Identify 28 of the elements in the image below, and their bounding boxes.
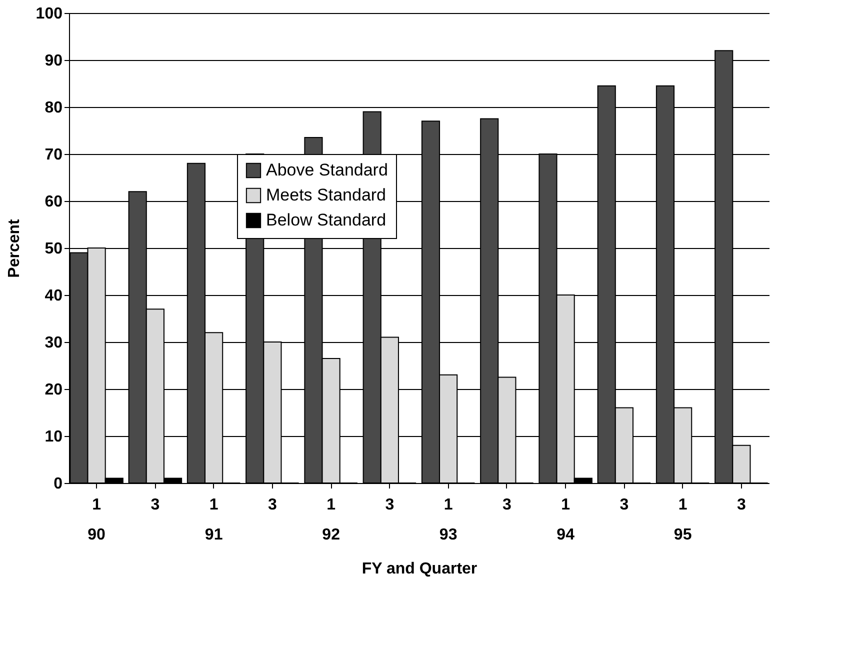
y-axis-title: Percent xyxy=(6,218,23,278)
y-tick-label: 30 xyxy=(44,334,63,352)
legend-label: Below Standard xyxy=(266,210,386,230)
y-tick-label: 100 xyxy=(36,6,63,22)
x-tick-label: 3 xyxy=(150,496,160,514)
x-tick-label: 3 xyxy=(385,496,394,514)
x-tick-label: 1 93 xyxy=(439,496,458,544)
x-tick-label: 3 xyxy=(268,496,277,514)
y-tick-label: 0 xyxy=(54,476,63,492)
x-tick-label: 1 95 xyxy=(674,496,692,544)
y-tick-label: 20 xyxy=(44,382,63,398)
y-tick-label: 80 xyxy=(44,100,63,116)
x-tick-label: 1 94 xyxy=(556,496,575,544)
x-tick-label: 1 91 xyxy=(204,496,223,544)
x-axis-title: FY and Quarter xyxy=(362,560,478,578)
y-tick-label: 50 xyxy=(44,240,63,258)
x-tick-label: 1 92 xyxy=(322,496,340,544)
x-tick-label: 3 xyxy=(620,496,629,514)
x-tick-label: 1 90 xyxy=(88,496,106,544)
y-tick-label: 60 xyxy=(44,194,63,210)
y-tick-label: 90 xyxy=(44,52,63,70)
y-tick-label: 70 xyxy=(44,146,63,164)
y-tick-label: 40 xyxy=(44,288,63,304)
x-tick-label: 3 xyxy=(736,496,746,514)
legend-label: Meets Standard xyxy=(266,186,386,204)
y-tick-label: 10 xyxy=(44,428,63,446)
legend-label: Above Standard xyxy=(266,160,388,180)
x-tick-label: 3 xyxy=(502,496,512,514)
